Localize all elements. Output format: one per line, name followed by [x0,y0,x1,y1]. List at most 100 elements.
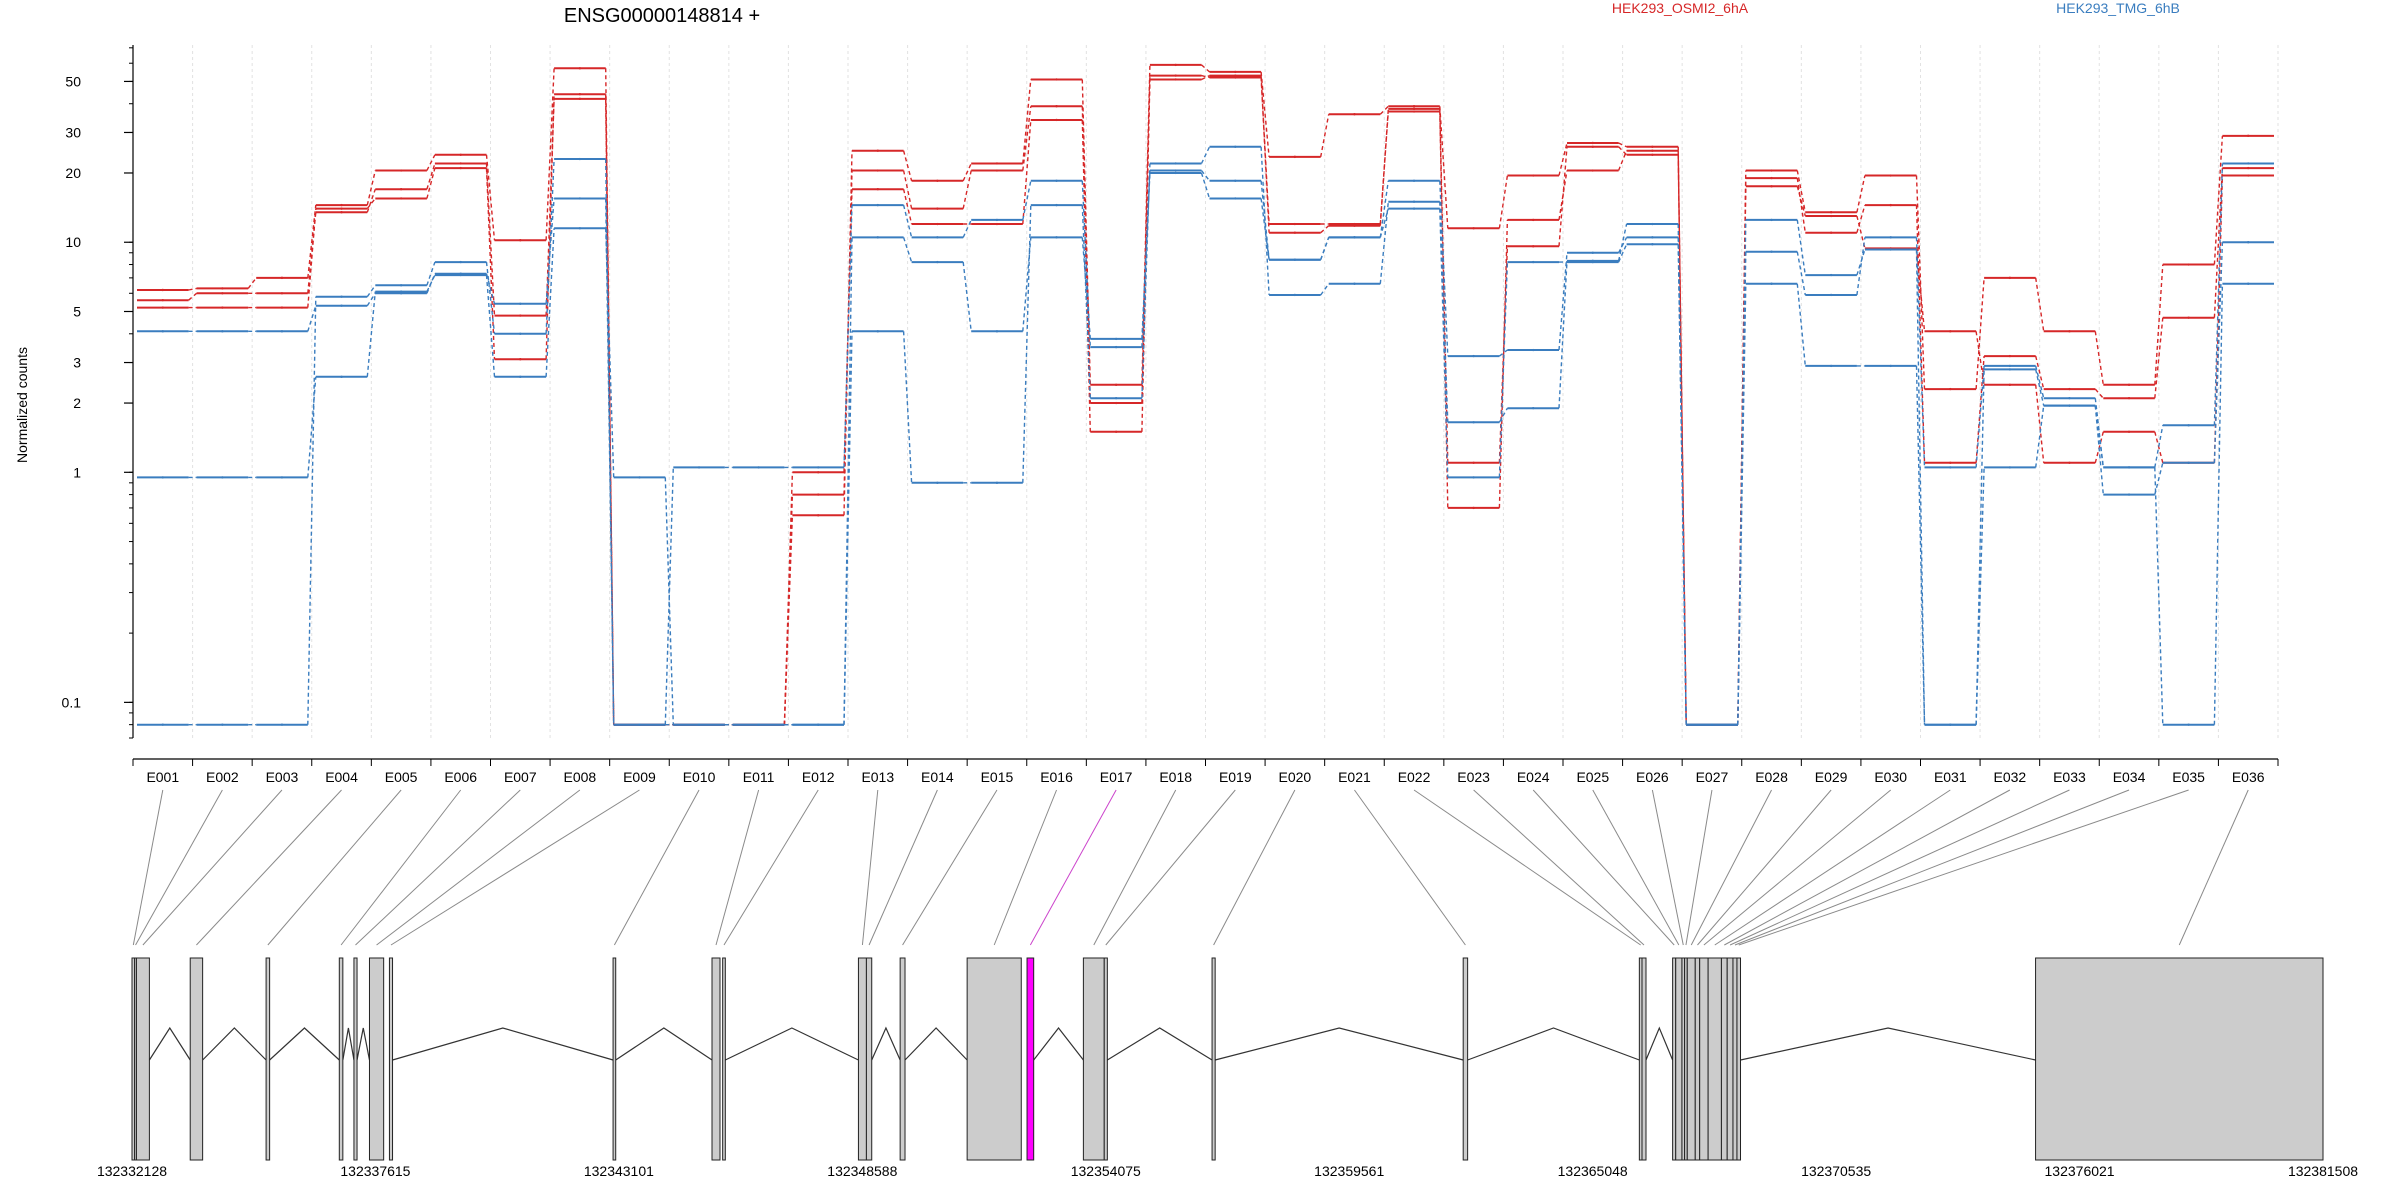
exon-connector-line [715,789,760,946]
exon-box-E008 [368,957,385,1161]
legend-label-osmi2: HEK293_OSMI2_6hA [1612,0,1749,16]
exon-box-E030 [1699,957,1709,1161]
coordinate-label: 132332128 [97,1163,167,1179]
coordinate-label: 132337615 [340,1163,410,1179]
exon-box-E004 [189,957,204,1161]
intron-line [392,1027,614,1061]
gridlines [132,45,2279,738]
exon-box-E010 [612,957,617,1161]
exon-box-E019 [1103,957,1108,1161]
coordinate-label: 132354075 [1071,1163,1141,1179]
x-tick-label: E015 [981,769,1014,785]
exon-box-E016 [966,957,1022,1161]
x-tick-label: E034 [2113,769,2146,785]
exon-connector-line [1473,789,1645,946]
series-connectors [188,172,2224,726]
exon-connector-line [861,789,879,946]
series-connectors [188,163,2224,725]
coordinate-label: 132370535 [1801,1163,1871,1179]
series-6 [137,171,2274,726]
x-tick-label: E028 [1755,769,1788,785]
intron-line [356,1027,371,1061]
intron-line [1467,1027,1640,1061]
x-tick-label: E022 [1398,769,1431,785]
x-tick-label: E001 [146,769,179,785]
x-tick-label: E005 [385,769,418,785]
exon-connector-line [142,789,283,946]
exon-connector-line [613,789,700,946]
intron-line [725,1027,859,1061]
series-level-segments [137,172,2274,726]
exon-connector-line [1354,789,1466,946]
exon-box-E007 [353,957,358,1161]
gene-model [131,957,2324,1161]
exon-box-E029 [1694,957,1701,1161]
x-tick-label: E010 [683,769,716,785]
x-tick-label: E002 [206,769,239,785]
exon-connector-line [1714,789,1951,946]
exon-box-E013 [857,957,867,1161]
exon-connector-line [355,789,521,946]
exon-box-E028 [1686,957,1696,1161]
exon-box-E005 [265,957,271,1161]
exon-box-E015 [899,957,906,1161]
exon-connector-line [390,789,640,946]
intron-line [148,1026,191,1061]
exon-connector-line [267,789,402,946]
intron-line [1107,1027,1213,1061]
intron-line [1033,1027,1084,1061]
exon-connector-line [1697,789,1832,946]
x-tick-label: E027 [1696,769,1729,785]
y-tick-label: 50 [65,73,81,89]
x-tick-label: E032 [1994,769,2027,785]
x-tick-label: E019 [1219,769,1252,785]
exon-connector-line [1738,789,2189,946]
x-tick-labels: E001 E002 E003 E004 E005 E006 E007 E008 E009 E010… [146,769,2264,785]
chart-title: ENSG00000148814 + [564,5,760,27]
intron-line [1645,1026,1674,1061]
intron-line [1740,1027,2036,1061]
exon-connector-line [1093,789,1177,946]
exon-connector-line [376,789,581,946]
exon-connector-line [340,789,462,946]
exon-box-E025 [1675,957,1683,1161]
exon-box-E032 [1720,957,1728,1161]
genomic-coordinate-labels: 132332128 132337615 132343101 132348588 1323… [97,1163,2358,1179]
coordinate-label: 132359561 [1314,1163,1384,1179]
exon-box-E006 [338,957,344,1161]
coordinate-label: 132348588 [827,1163,897,1179]
exon-connector-line [868,789,938,946]
x-tick-label: E031 [1934,769,1967,785]
exon-connector-line [1105,789,1236,946]
x-tick-label: E004 [325,769,358,785]
exon-connector-line [993,789,1058,946]
coordinate-label: 132343101 [584,1163,654,1179]
exon-connector-line [1729,789,2070,946]
x-tick-label: E013 [861,769,894,785]
x-tick-label: E014 [921,769,954,785]
coordinate-label: 132365048 [1558,1163,1628,1179]
exon-box-E003 [135,957,150,1161]
intron-line [904,1027,968,1061]
exon-box-E014 [865,957,873,1161]
x-tick-label: E021 [1338,769,1371,785]
x-tick-label: E009 [623,769,656,785]
exon-box-E018 [1082,957,1105,1161]
exon-box-E035 [1736,957,1742,1161]
x-tick-label: E012 [802,769,835,785]
exon-connector-line [1734,789,2130,946]
intron-line [871,1026,901,1061]
exon-connectors [132,789,2249,946]
exon-box-E017 [1026,957,1035,1161]
exon-box-E020 [1211,957,1216,1161]
y-tick-label: 30 [65,124,81,140]
x-tick-label: E030 [1874,769,1907,785]
x-tick-label: E008 [564,769,597,785]
legend-label-tmg: HEK293_TMG_6hB [2056,0,2180,16]
exon-box-E011 [711,957,721,1161]
exon-box-E012 [722,957,726,1161]
exon-connector-line [2178,789,2249,946]
x-tick-label: E024 [1517,769,1550,785]
exon-box-E033 [1726,957,1734,1161]
